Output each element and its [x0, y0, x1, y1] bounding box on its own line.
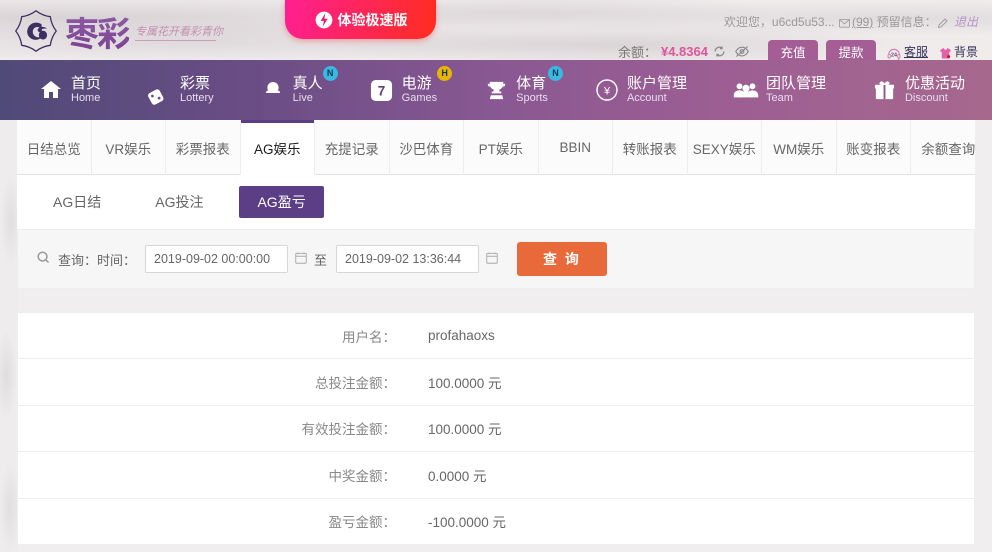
- svg-text:¥: ¥: [603, 86, 611, 98]
- svg-text:24: 24: [891, 52, 897, 58]
- svg-text:7: 7: [378, 83, 385, 98]
